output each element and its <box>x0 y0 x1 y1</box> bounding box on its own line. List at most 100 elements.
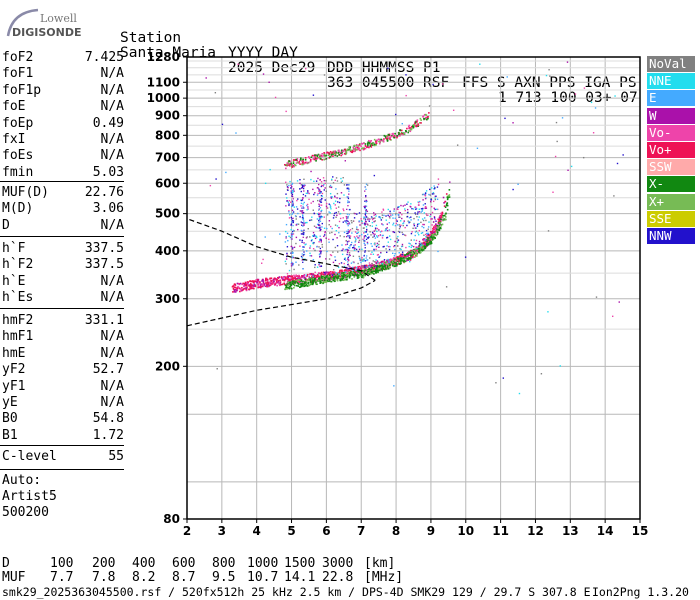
data-point <box>286 275 289 278</box>
scatter-point <box>309 247 311 249</box>
scatter-point <box>419 242 422 245</box>
data-point <box>326 151 329 154</box>
x-tick-label: 12 <box>527 524 544 538</box>
data-point <box>314 156 316 158</box>
data-point <box>358 148 360 150</box>
data-point <box>365 271 367 274</box>
data-point <box>328 153 331 155</box>
y-tick-label: 200 <box>155 359 180 373</box>
header-ffs-label: FFS S AXN PPS IGA PS <box>462 75 637 91</box>
param-value: 52.7 <box>92 362 124 378</box>
data-point <box>442 219 445 221</box>
scatter-point <box>401 213 403 216</box>
data-point <box>409 130 412 133</box>
data-point <box>292 283 295 286</box>
data-point <box>432 226 435 228</box>
data-point <box>406 258 408 260</box>
data-point <box>359 149 361 152</box>
scatter-point <box>393 231 396 234</box>
data-point <box>438 229 440 231</box>
scatter-point <box>297 198 299 200</box>
data-point <box>395 263 398 266</box>
data-point <box>428 238 431 240</box>
muf-label: MUF <box>2 570 26 585</box>
streak-point <box>365 238 368 240</box>
param-row-fxi: fxI N/A <box>0 132 124 148</box>
data-point <box>259 284 262 287</box>
data-point <box>257 284 259 286</box>
scatter-point <box>377 261 379 264</box>
data-point <box>245 289 248 292</box>
data-point <box>431 233 434 236</box>
scatter-point <box>398 252 400 254</box>
scatter-point <box>335 216 337 218</box>
scatter-point <box>373 249 375 252</box>
data-point <box>270 280 272 283</box>
data-point <box>292 279 295 282</box>
scatter-point <box>336 237 338 239</box>
data-point <box>364 144 367 147</box>
scatter-point <box>362 260 364 262</box>
scatter-point <box>323 183 325 186</box>
data-point <box>417 123 419 125</box>
scatter-point <box>406 224 408 227</box>
scatter-point <box>285 193 287 195</box>
scatter-point <box>382 209 385 211</box>
scatter-point <box>436 186 439 188</box>
streak-point <box>290 223 293 225</box>
scatter-point <box>355 238 357 241</box>
scatter-point <box>293 246 296 249</box>
scatter-point <box>334 200 337 202</box>
data-point <box>315 154 317 156</box>
scatter-point <box>393 244 396 247</box>
data-point <box>296 275 299 277</box>
data-point <box>368 271 371 274</box>
scatter-point <box>305 192 308 195</box>
data-point <box>413 253 416 256</box>
data-point <box>410 257 412 259</box>
data-point <box>259 282 261 285</box>
data-point <box>360 273 363 276</box>
scatter-point <box>352 220 355 222</box>
scatter-point <box>433 185 435 187</box>
footer-version: Ion2Png 1.3.20 <box>592 585 689 599</box>
data-point <box>309 277 312 280</box>
scatter-point <box>434 208 436 211</box>
d-distance-label: D <box>2 556 10 571</box>
data-point <box>389 263 392 266</box>
data-point <box>339 278 342 281</box>
scatter-point <box>363 227 365 229</box>
param-label: foEs <box>2 148 34 164</box>
param-row-fof1: foF1 N/A <box>0 66 124 82</box>
streak-point <box>320 195 323 197</box>
scatter-point <box>320 181 323 183</box>
data-point <box>396 255 399 258</box>
noise-point <box>373 174 376 177</box>
param-label: foF2 <box>2 50 34 65</box>
data-point <box>434 230 437 232</box>
data-point <box>341 153 344 156</box>
param-label: M(D) <box>2 201 34 217</box>
scatter-point <box>329 206 332 208</box>
scatter-point <box>348 223 351 225</box>
data-point <box>352 266 355 269</box>
streak-point <box>292 255 294 257</box>
scatter-point <box>359 224 361 226</box>
scatter-point <box>288 210 290 212</box>
scatter-point <box>338 231 340 234</box>
data-point <box>345 150 348 152</box>
scatter-point <box>418 201 420 204</box>
noise-point <box>622 154 624 156</box>
scatter-point <box>348 252 351 254</box>
streak-point <box>365 220 367 223</box>
scatter-point <box>425 236 427 238</box>
data-point <box>244 284 247 287</box>
data-point <box>277 276 279 279</box>
data-point <box>417 251 420 254</box>
scatter-point <box>434 195 436 198</box>
scatter-point <box>340 192 343 194</box>
muf-value: 8.2 <box>132 570 156 585</box>
scatter-point <box>425 229 428 232</box>
scatter-point <box>354 247 356 250</box>
